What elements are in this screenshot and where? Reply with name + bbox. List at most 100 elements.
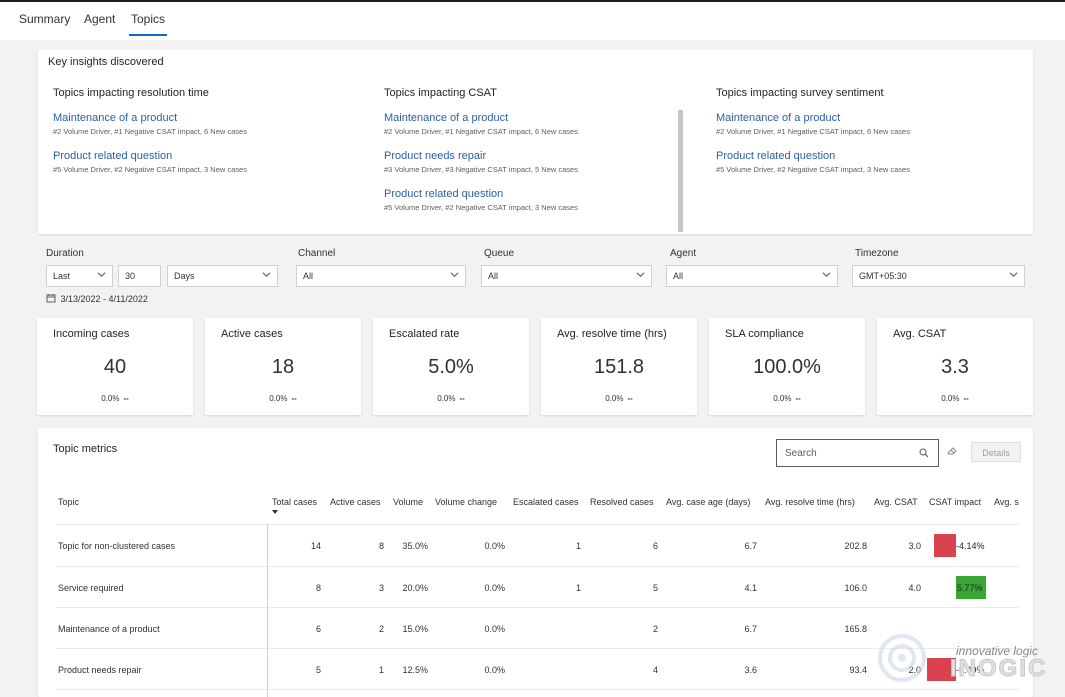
cell-volume: 15.0%: [402, 624, 428, 634]
insight-item: Maintenance of a product #2 Volume Drive…: [53, 112, 353, 136]
insight-topic-link[interactable]: Product related question: [716, 150, 836, 162]
kpi-title: Avg. resolve time (hrs): [557, 328, 667, 340]
column-header-topic[interactable]: Topic: [58, 497, 80, 507]
insight-column-survey-sentiment: Topics impacting survey sentiment Mainte…: [716, 87, 1016, 188]
insights-scrollbar[interactable]: [678, 110, 683, 232]
kpi-change: 0.0% --: [541, 394, 697, 403]
kpi-card-avg-resolve-time: Avg. resolve time (hrs) 151.8 0.0% --: [541, 318, 697, 415]
kpi-trend: --: [963, 394, 969, 403]
kpi-value: 40: [103, 356, 127, 378]
cell-avg-resolve-time: 93.4: [849, 665, 867, 675]
cell-csat-impact: -4.14%: [956, 541, 985, 551]
header-divider: [56, 524, 1019, 525]
insight-topic-detail: #2 Volume Driver, #1 Negative CSAT impac…: [384, 127, 578, 136]
cell-avg-csat: 2.0: [908, 665, 921, 675]
insight-topic-link[interactable]: Maintenance of a product: [384, 112, 509, 124]
kpi-change-percent: 0.0%: [941, 394, 960, 403]
chevron-down-icon: [262, 272, 271, 278]
cell-avg-case-age: 4.1: [744, 583, 757, 593]
details-button[interactable]: Details: [971, 442, 1021, 462]
kpi-trend: --: [123, 394, 129, 403]
kpi-change-percent: 0.0%: [269, 394, 288, 403]
insight-topic-detail: #5 Volume Driver, #2 Negative CSAT impac…: [53, 165, 247, 174]
cell-volume: 12.5%: [402, 665, 428, 675]
csat-impact-bar: [927, 658, 956, 681]
eraser-icon[interactable]: [946, 446, 958, 456]
tab-agent[interactable]: Agent: [84, 12, 116, 26]
queue-label: Queue: [484, 248, 515, 259]
insight-item: Product needs repair #3 Volume Driver, #…: [384, 150, 684, 174]
column-header-avg-sentiment[interactable]: Avg. s: [994, 497, 1019, 507]
insight-topic-detail: #2 Volume Driver, #1 Negative CSAT impac…: [716, 127, 910, 136]
kpi-change-percent: 0.0%: [437, 394, 456, 403]
column-header-avg-case-age[interactable]: Avg. case age (days): [666, 497, 751, 507]
channel-label: Channel: [298, 248, 336, 259]
cell-topic: Product needs repair: [58, 665, 142, 675]
column-header-avg-resolve-time[interactable]: Avg. resolve time (hrs): [765, 497, 855, 507]
queue-select[interactable]: All: [481, 265, 652, 287]
row-divider: [56, 648, 1019, 649]
channel-value: All: [303, 271, 314, 281]
column-header-resolved-cases[interactable]: Resolved cases: [590, 497, 654, 507]
cell-escalated-cases: 1: [575, 583, 581, 593]
column-header-volume[interactable]: Volume: [393, 497, 424, 507]
insight-column-title: Topics impacting CSAT: [384, 87, 497, 99]
tab-summary[interactable]: Summary: [19, 12, 71, 26]
cell-csat-impact: -5.49%: [956, 665, 985, 675]
column-header-avg-csat[interactable]: Avg. CSAT: [874, 497, 918, 507]
kpi-card-incoming-cases: Incoming cases 40 0.0% --: [37, 318, 193, 415]
cell-volume: 35.0%: [402, 541, 428, 551]
agent-select[interactable]: All: [666, 265, 838, 287]
kpi-trend: --: [291, 394, 297, 403]
chevron-down-icon: [1009, 272, 1018, 278]
cell-escalated-cases: 1: [575, 541, 581, 551]
kpi-value: 3.3: [941, 356, 969, 378]
insight-item: Product related question #5 Volume Drive…: [716, 150, 1016, 174]
kpi-card-active-cases: Active cases 18 0.0% --: [205, 318, 361, 415]
timezone-select[interactable]: GMT+05:30: [852, 265, 1025, 287]
search-input[interactable]: Search: [776, 439, 939, 467]
cell-avg-csat: 3.0: [908, 541, 921, 551]
column-header-volume-change[interactable]: Volume change: [435, 497, 498, 507]
column-header-csat-impact[interactable]: CSAT impact: [929, 497, 982, 507]
column-header-active-cases[interactable]: Active cases: [330, 497, 381, 507]
key-insights-title: Key insights discovered: [48, 56, 164, 68]
duration-period-select[interactable]: Last: [46, 265, 113, 287]
column-header-total-cases[interactable]: Total cases: [272, 497, 318, 507]
insight-topic-link[interactable]: Maintenance of a product: [53, 112, 178, 124]
insight-topic-link[interactable]: Product related question: [384, 188, 504, 200]
cell-volume-change: 0.0%: [484, 541, 505, 551]
cell-topic: Service required: [58, 583, 124, 593]
insight-topic-link[interactable]: Product needs repair: [384, 150, 487, 162]
csat-impact-bar: [956, 576, 986, 599]
tab-topics[interactable]: Topics: [128, 12, 168, 36]
insight-topic-detail: #2 Volume Driver, #1 Negative CSAT impac…: [53, 127, 247, 136]
row-divider: [56, 566, 1019, 567]
cell-total-cases: 6: [315, 624, 321, 634]
kpi-change-percent: 0.0%: [101, 394, 120, 403]
kpi-change: 0.0% --: [877, 394, 1033, 403]
kpi-change-percent: 0.0%: [605, 394, 624, 403]
agent-label: Agent: [670, 248, 697, 259]
queue-value: All: [488, 271, 499, 281]
csat-impact-bar: [934, 534, 956, 557]
app-top-border: [0, 0, 1065, 2]
insight-column-resolution-time: Topics impacting resolution time Mainten…: [53, 87, 353, 188]
column-divider: [267, 524, 268, 697]
duration-period-value: Last: [53, 271, 71, 281]
search-placeholder: Search: [785, 448, 817, 459]
timezone-value: GMT+05:30: [859, 271, 907, 281]
insight-topic-link[interactable]: Product related question: [53, 150, 173, 162]
duration-unit-select[interactable]: Days: [167, 265, 278, 287]
kpi-trend: --: [795, 394, 801, 403]
insight-topic-detail: #3 Volume Driver, #3 Negative CSAT impac…: [384, 165, 578, 174]
column-header-escalated-cases[interactable]: Escalated cases: [513, 497, 579, 507]
tab-bar: Summary Agent Topics: [0, 2, 1065, 40]
duration-count-input[interactable]: 30: [118, 265, 161, 287]
insight-topic-link[interactable]: Maintenance of a product: [716, 112, 841, 124]
chevron-down-icon: [822, 272, 831, 278]
cell-avg-case-age: 6.7: [744, 541, 757, 551]
channel-select[interactable]: All: [296, 265, 466, 287]
date-range-text: 3/13/2022 - 4/11/2022: [60, 294, 148, 304]
kpi-title: Active cases: [221, 328, 283, 340]
